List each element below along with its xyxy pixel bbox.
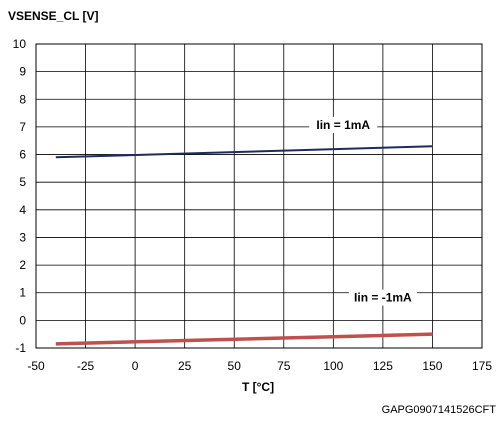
y-tick-label: 1: [19, 286, 26, 300]
y-tick-label: 6: [19, 148, 26, 162]
y-tick-label: 7: [19, 120, 26, 134]
y-tick-labels: -1 0 1 2 3 4 5 6 7 8 9 10: [13, 37, 27, 355]
x-axis-label: T [°C]: [242, 380, 274, 394]
x-tick-label: 125: [373, 359, 393, 373]
x-tick-label: -25: [77, 359, 95, 373]
x-tick-label: 25: [178, 359, 192, 373]
x-tick-label: 0: [132, 359, 139, 373]
series-line-2: [55, 332, 433, 346]
y-tick-label: 2: [19, 258, 26, 272]
y-tick-label: 5: [19, 175, 26, 189]
figure-code: GAPG0907141526CFT: [382, 404, 497, 416]
x-tick-labels: -50 -25 0 25 50 75 100 125 150 175: [27, 359, 492, 373]
series-label-bg: [348, 289, 417, 306]
y-tick-label: 4: [19, 203, 26, 217]
x-tick-label: 150: [422, 359, 442, 373]
x-tick-label: 75: [277, 359, 291, 373]
y-tick-label: 10: [13, 37, 27, 51]
x-tick-label: 100: [323, 359, 343, 373]
series-label-2: Iin = -1mA: [354, 291, 412, 305]
series-lines: [55, 145, 433, 346]
series-line-1: [55, 145, 433, 159]
x-tick-label: -50: [27, 359, 45, 373]
chart-title: VSENSE_CL [V]: [8, 9, 98, 23]
series-label-bg: [309, 116, 378, 133]
y-tick-label: 0: [19, 313, 26, 327]
y-tick-label: 9: [19, 65, 26, 79]
series-labels: Iin = 1mA Iin = -1mA: [309, 116, 417, 306]
grid: [35, 43, 483, 349]
series-label-1: Iin = 1mA: [316, 118, 370, 132]
x-tick-label: 50: [228, 359, 242, 373]
y-tick-label: 8: [19, 92, 26, 106]
x-tick-label: 175: [472, 359, 492, 373]
y-tick-label: -1: [15, 341, 26, 355]
y-tick-label: 3: [19, 230, 26, 244]
